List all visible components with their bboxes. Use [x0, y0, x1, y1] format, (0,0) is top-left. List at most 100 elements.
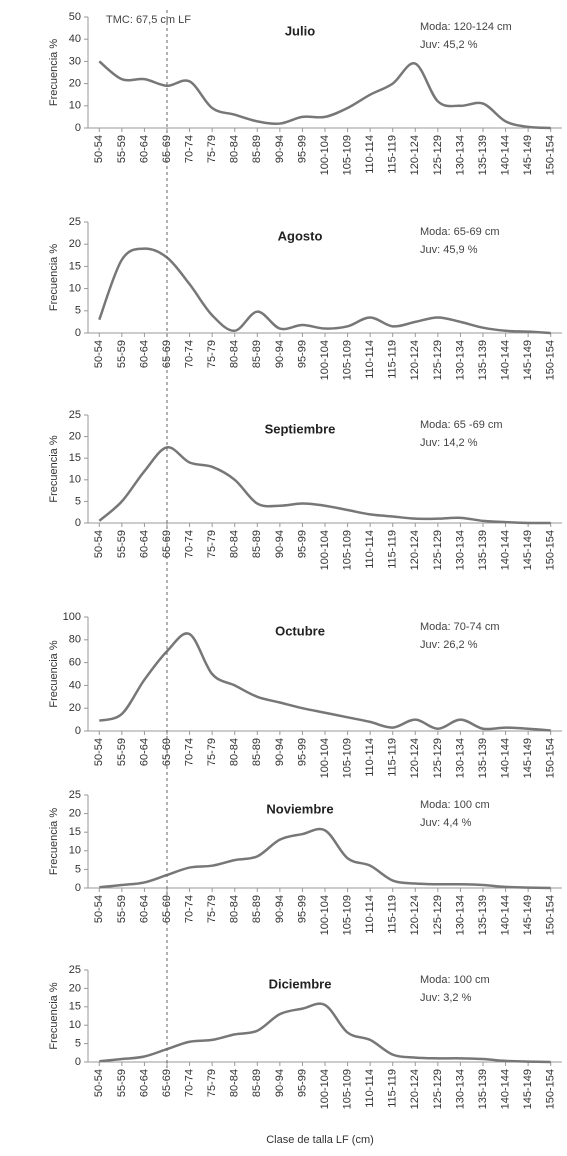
- y-tick-label: 80: [69, 634, 81, 646]
- y-tick-label: 20: [69, 431, 81, 443]
- x-tick-label: 55-59: [116, 530, 128, 558]
- x-tick-label: 125-129: [432, 340, 444, 380]
- y-tick-label: 25: [69, 789, 81, 801]
- y-tick-label: 20: [69, 702, 81, 714]
- x-tick-label: 105-109: [341, 340, 353, 380]
- x-tick-label: 80-84: [229, 135, 241, 163]
- x-tick-label: 80-84: [229, 738, 241, 766]
- annotation: Moda: 120-124 cm: [420, 21, 512, 33]
- x-tick-label: 150-154: [545, 530, 557, 570]
- y-tick-label: 25: [69, 409, 81, 421]
- x-tick-label: 105-109: [341, 1069, 353, 1109]
- x-tick-label: 70-74: [183, 1069, 195, 1097]
- y-tick-label: 15: [69, 260, 81, 272]
- x-tick-label: 150-154: [545, 1069, 557, 1109]
- x-tick-label: 60-64: [138, 1069, 150, 1097]
- y-tick-label: 100: [63, 611, 81, 623]
- y-tick-label: 50: [69, 11, 81, 23]
- x-tick-label: 90-94: [274, 530, 286, 558]
- x-tick-label: 150-154: [545, 895, 557, 935]
- x-tick-label: 55-59: [116, 738, 128, 766]
- x-tick-label: 100-104: [319, 895, 331, 935]
- y-tick-label: 10: [69, 1019, 81, 1031]
- annotation: Juv: 45,2 %: [420, 39, 478, 51]
- x-tick-label: 140-144: [499, 738, 511, 778]
- x-tick-label: 75-79: [206, 895, 218, 923]
- annotation: Juv: 26,2 %: [420, 639, 478, 651]
- x-tick-label: 70-74: [183, 530, 195, 558]
- y-axis-label: Frecuencia %: [48, 640, 60, 707]
- x-tick-label: 105-109: [341, 738, 353, 778]
- x-tick-label: 145-149: [522, 1069, 534, 1109]
- x-tick-label: 115-119: [387, 1069, 399, 1108]
- y-tick-label: 25: [69, 216, 81, 228]
- x-tick-label: 150-154: [545, 738, 557, 778]
- x-tick-label: 140-144: [499, 135, 511, 175]
- chart-title: Agosto: [278, 228, 323, 243]
- x-tick-label: 85-89: [251, 340, 263, 368]
- y-tick-label: 0: [75, 327, 81, 339]
- annotation: Moda: 70-74 cm: [420, 621, 499, 633]
- x-tick-label: 115-119: [387, 738, 399, 777]
- x-tick-label: 80-84: [229, 530, 241, 558]
- y-tick-label: 20: [69, 982, 81, 994]
- x-tick-label: 130-134: [454, 340, 466, 380]
- x-tick-label: 120-124: [409, 895, 421, 935]
- y-axis-label: Frecuencia %: [48, 435, 60, 502]
- x-tick-label: 145-149: [522, 340, 534, 380]
- y-tick-label: 10: [69, 283, 81, 295]
- x-tick-label: 85-89: [251, 530, 263, 558]
- x-tick-label: 145-149: [522, 895, 534, 935]
- x-tick-label: 150-154: [545, 340, 557, 380]
- x-tick-label: 100-104: [319, 738, 331, 778]
- y-tick-label: 40: [69, 33, 81, 45]
- x-tick-label: 65-69: [161, 895, 173, 923]
- x-tick-label: 135-139: [477, 340, 489, 380]
- x-tick-label: 85-89: [251, 738, 263, 766]
- x-tick-label: 90-94: [274, 895, 286, 923]
- x-tick-label: 130-134: [454, 895, 466, 935]
- x-tick-label: 125-129: [432, 530, 444, 570]
- y-tick-label: 0: [75, 517, 81, 529]
- x-tick-label: 95-99: [296, 340, 308, 368]
- chart-title: Septiembre: [265, 421, 336, 436]
- x-tick-label: 130-134: [454, 135, 466, 175]
- x-tick-label: 70-74: [183, 135, 195, 163]
- x-tick-label: 120-124: [409, 530, 421, 570]
- y-tick-label: 15: [69, 1001, 81, 1013]
- x-tick-label: 60-64: [138, 340, 150, 368]
- x-tick-label: 120-124: [409, 135, 421, 175]
- x-tick-label: 60-64: [138, 135, 150, 163]
- x-tick-label: 135-139: [477, 135, 489, 175]
- y-axis-label: Frecuencia %: [48, 982, 60, 1049]
- annotation: Juv: 45,9 %: [420, 244, 478, 256]
- y-tick-label: 10: [69, 474, 81, 486]
- x-tick-label: 65-69: [161, 738, 173, 766]
- x-tick-label: 115-119: [387, 895, 399, 934]
- x-tick-label: 100-104: [319, 1069, 331, 1109]
- x-tick-label: 55-59: [116, 340, 128, 368]
- x-tick-label: 135-139: [477, 1069, 489, 1109]
- x-tick-label: 120-124: [409, 340, 421, 380]
- x-tick-label: 50-54: [93, 895, 105, 923]
- x-tick-label: 50-54: [93, 1069, 105, 1097]
- x-tick-label: 50-54: [93, 738, 105, 766]
- x-tick-label: 55-59: [116, 1069, 128, 1097]
- x-tick-label: 85-89: [251, 895, 263, 923]
- x-tick-label: 125-129: [432, 1069, 444, 1109]
- x-tick-label: 120-124: [409, 1069, 421, 1109]
- x-tick-label: 60-64: [138, 530, 150, 558]
- annotation: Moda: 65-69 cm: [420, 226, 499, 238]
- x-tick-label: 60-64: [138, 895, 150, 923]
- annotation: Juv: 3,2 %: [420, 992, 472, 1004]
- x-tick-label: 75-79: [206, 738, 218, 766]
- y-tick-label: 5: [75, 863, 81, 875]
- y-tick-label: 10: [69, 845, 81, 857]
- x-tick-label: 100-104: [319, 340, 331, 380]
- x-tick-label: 115-119: [387, 135, 399, 174]
- x-tick-label: 70-74: [183, 895, 195, 923]
- x-tick-label: 110-114: [364, 1069, 376, 1108]
- y-tick-label: 5: [75, 305, 81, 317]
- y-tick-label: 40: [69, 679, 81, 691]
- x-tick-label: 145-149: [522, 738, 534, 778]
